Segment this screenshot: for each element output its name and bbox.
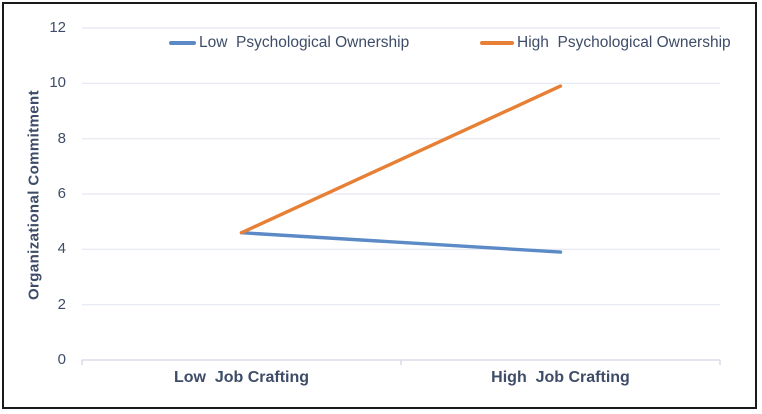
y-tick-label: 0 (57, 351, 66, 368)
x-axis-label: High Job Crafting (491, 369, 630, 386)
series-line-0 (239, 231, 563, 254)
y-tick-label: 12 (49, 19, 66, 36)
y-tick-label: 2 (57, 295, 66, 313)
legend-item-low-psychological-ownership: Low Psychological Ownership (169, 34, 409, 52)
series-line-1 (239, 84, 563, 235)
x-axis-label: Low Job Crafting (173, 369, 310, 386)
y-tick-label: 8 (57, 129, 66, 147)
legend-label: Low Psychological Ownership (199, 34, 410, 51)
legend-line-swatch-blue (169, 41, 196, 45)
y-tick-label: 10 (49, 74, 66, 92)
y-tick-label: 4 (57, 240, 66, 258)
y-tick-label: 6 (57, 185, 66, 202)
legend-label: High Psychological Ownership (517, 34, 731, 51)
legend-item-high-psychological-ownership: High Psychological Ownership (480, 34, 731, 52)
legend: Low Psychological Ownership High Psychol… (0, 0, 762, 60)
legend-line-swatch-orange (480, 41, 514, 45)
